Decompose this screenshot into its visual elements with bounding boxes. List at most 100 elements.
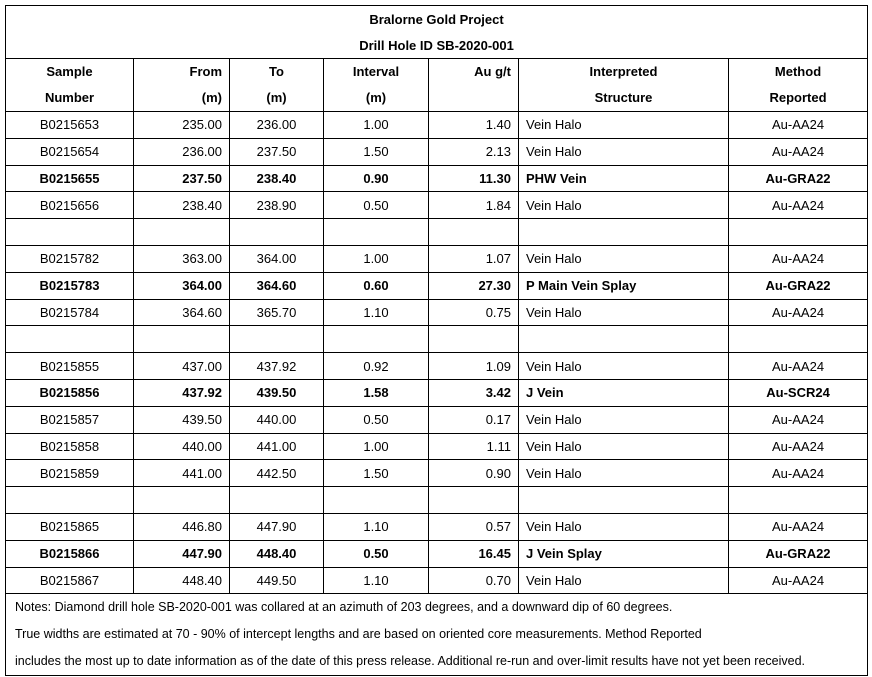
column-header-line: Sample: [46, 64, 93, 79]
cell-from: [133, 486, 230, 514]
note-line: True widths are estimated at 70 - 90% of…: [15, 627, 702, 642]
cell-interval: 1.00: [323, 244, 429, 273]
cell-from: [133, 218, 230, 246]
column-header: To (m): [229, 58, 324, 112]
cell-structure: PHW Vein: [518, 164, 729, 193]
table-row: B0215655 237.50 238.40 0.90 11.30 PHW Vein Au-…: [5, 164, 869, 193]
cell-from: 437.00: [133, 352, 230, 380]
cell-to: 441.00: [229, 432, 324, 461]
cell-sample: [5, 218, 134, 246]
table-title: Bralorne Gold Project: [4, 5, 869, 32]
cell-interval: 1.58: [323, 378, 429, 407]
table-row: B0215855 437.00 437.92 0.92 1.09 Vein Halo Au-…: [5, 352, 869, 380]
cell-au: [428, 486, 519, 514]
table-row: B0215856 437.92 439.50 1.58 3.42 J Vein Au-SCR…: [5, 378, 869, 407]
cell-structure: [518, 325, 729, 354]
table-row: B0215865 446.80 447.90 1.10 0.57 Vein Halo Au-…: [5, 512, 869, 541]
cell-interval: 0.90: [323, 164, 429, 193]
cell-structure: J Vein Splay: [518, 539, 729, 568]
cell-au: 1.84: [428, 191, 519, 220]
cell-method: Au-GRA22: [727, 271, 869, 300]
column-header-line: (m): [201, 90, 222, 105]
cell-sample: B0215783: [5, 271, 134, 300]
cell-sample: B0215656: [5, 191, 134, 220]
cell-from: 440.00: [133, 432, 230, 461]
cell-structure: Vein Halo: [518, 111, 729, 139]
cell-structure: Vein Halo: [518, 244, 729, 273]
column-header-line: From: [189, 64, 223, 79]
table-row: B0215783 364.00 364.60 0.60 27.30 P Main Vein…: [5, 271, 869, 300]
cell-from: 437.92: [133, 378, 230, 407]
cell-interval: 1.10: [323, 298, 429, 327]
cell-from: [133, 325, 230, 354]
cell-to: 440.00: [229, 405, 324, 434]
cell-au: 16.45: [428, 539, 519, 568]
cell-structure: Vein Halo: [518, 137, 729, 166]
cell-interval: 1.10: [323, 566, 429, 595]
cell-method: Au-AA24: [727, 405, 869, 434]
cell-sample: B0215857: [5, 405, 134, 434]
cell-to: 448.40: [229, 539, 324, 568]
cell-from: 236.00: [133, 137, 230, 166]
blank-row: [5, 325, 869, 354]
cell-sample: B0215858: [5, 432, 134, 461]
cell-sample: [5, 325, 134, 354]
cell-au: 2.13: [428, 137, 519, 166]
cell-interval: 1.10: [323, 512, 429, 541]
cell-au: 0.90: [428, 459, 519, 488]
table-row: B0215653 235.00 236.00 1.00 1.40 Vein Halo Au-…: [5, 111, 869, 139]
column-header-line: Structure: [594, 90, 653, 105]
notes: Notes: Diamond drill hole SB-2020-001 wa…: [4, 593, 869, 677]
header-row: Sample Number From (m) To (m) Interval (m) Au g/…: [5, 58, 869, 112]
cell-au: 0.17: [428, 405, 519, 434]
cell-sample: B0215653: [5, 111, 134, 139]
table-row: B0215782 363.00 364.00 1.00 1.07 Vein Halo Au-…: [5, 244, 869, 273]
cell-sample: B0215859: [5, 459, 134, 488]
cell-au: 1.11: [428, 432, 519, 461]
column-header: From (m): [133, 58, 230, 112]
cell-method: Au-AA24: [727, 244, 869, 273]
cell-structure: Vein Halo: [518, 405, 729, 434]
cell-to: 365.70: [229, 298, 324, 327]
cell-sample: B0215867: [5, 566, 134, 595]
note-line: Notes: Diamond drill hole SB-2020-001 wa…: [15, 600, 673, 615]
cell-sample: B0215856: [5, 378, 134, 407]
cell-method: Au-SCR24: [727, 378, 869, 407]
cell-interval: 0.50: [323, 405, 429, 434]
cell-au: 0.70: [428, 566, 519, 595]
cell-structure: Vein Halo: [518, 191, 729, 220]
cell-method: Au-AA24: [727, 191, 869, 220]
cell-interval: [323, 218, 429, 246]
cell-structure: Vein Halo: [518, 352, 729, 380]
cell-to: [229, 325, 324, 354]
cell-from: 363.00: [133, 244, 230, 273]
cell-interval: 1.50: [323, 459, 429, 488]
column-header: Interval (m): [323, 58, 429, 112]
cell-au: 27.30: [428, 271, 519, 300]
cell-to: 447.90: [229, 512, 324, 541]
cell-method: Au-AA24: [727, 432, 869, 461]
cell-to: 364.60: [229, 271, 324, 300]
cell-to: 236.00: [229, 111, 324, 139]
cell-structure: Vein Halo: [518, 459, 729, 488]
cell-method: Au-AA24: [727, 566, 869, 595]
cell-au: 3.42: [428, 378, 519, 407]
cell-au: 1.40: [428, 111, 519, 139]
cell-from: 447.90: [133, 539, 230, 568]
table-row: B0215656 238.40 238.90 0.50 1.84 Vein Halo Au-…: [5, 191, 869, 220]
table-row: B0215654 236.00 237.50 1.50 2.13 Vein Halo Au-…: [5, 137, 869, 166]
drill-hole-id: Drill Hole ID SB-2020-001: [4, 32, 869, 59]
cell-to: [229, 486, 324, 514]
cell-structure: Vein Halo: [518, 432, 729, 461]
column-header: Interpreted Structure: [518, 58, 729, 112]
cell-structure: [518, 218, 729, 246]
cell-au: 11.30: [428, 164, 519, 193]
column-header: Au g/t: [428, 58, 519, 112]
cell-structure: J Vein: [518, 378, 729, 407]
cell-interval: [323, 486, 429, 514]
cell-to: 449.50: [229, 566, 324, 595]
table-row: B0215859 441.00 442.50 1.50 0.90 Vein Halo Au-…: [5, 459, 869, 488]
cell-sample: B0215654: [5, 137, 134, 166]
cell-interval: [323, 325, 429, 354]
cell-structure: Vein Halo: [518, 512, 729, 541]
